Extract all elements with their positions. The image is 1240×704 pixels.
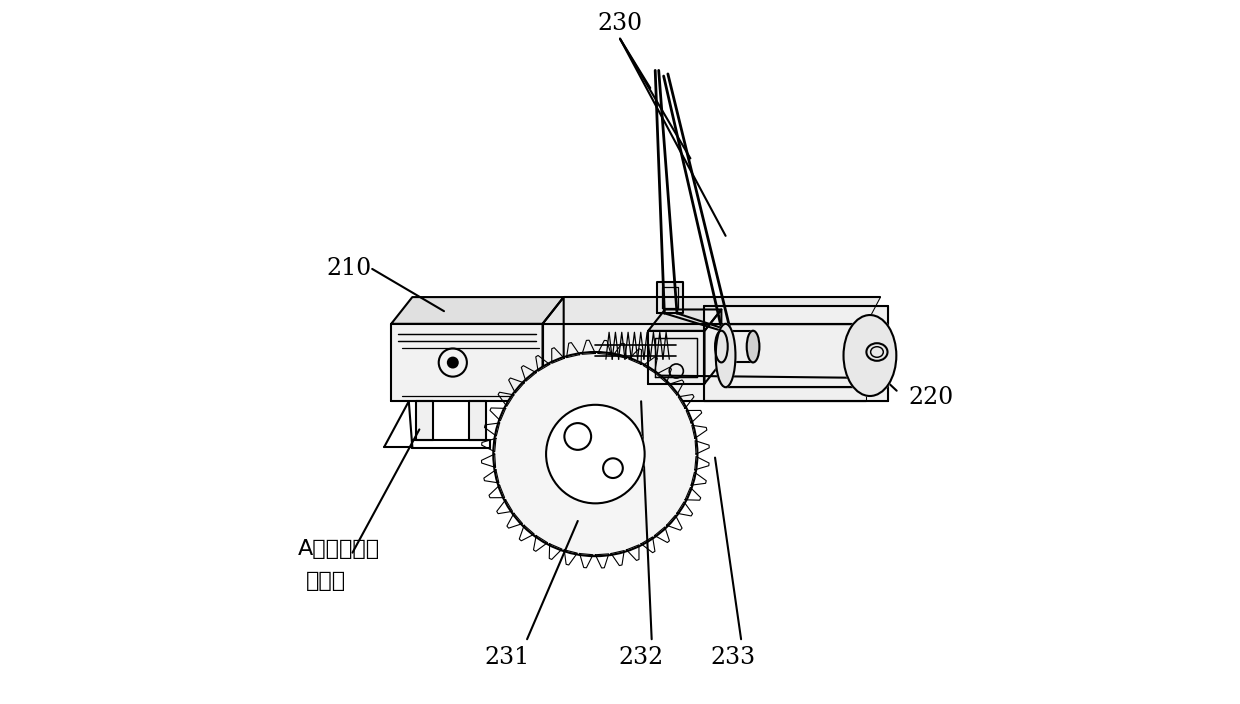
Text: 232: 232 (619, 646, 663, 669)
Circle shape (448, 358, 458, 367)
Polygon shape (543, 297, 880, 324)
Polygon shape (543, 297, 564, 401)
Polygon shape (415, 401, 434, 440)
Text: 231: 231 (485, 646, 529, 669)
Polygon shape (657, 282, 683, 313)
Text: 230: 230 (598, 12, 642, 35)
Text: 传感器: 传感器 (306, 571, 346, 591)
Circle shape (494, 352, 697, 556)
Polygon shape (543, 324, 867, 401)
Polygon shape (391, 324, 543, 401)
Polygon shape (649, 331, 704, 384)
Polygon shape (391, 297, 564, 324)
Text: 233: 233 (711, 646, 755, 669)
Polygon shape (704, 310, 722, 384)
Text: 220: 220 (909, 386, 954, 409)
Ellipse shape (843, 315, 897, 396)
Circle shape (546, 405, 645, 503)
Ellipse shape (715, 331, 728, 363)
Polygon shape (722, 331, 753, 363)
Polygon shape (649, 310, 722, 331)
Ellipse shape (715, 324, 735, 387)
Polygon shape (469, 401, 486, 440)
Text: 210: 210 (326, 258, 372, 280)
Polygon shape (725, 324, 870, 387)
Polygon shape (704, 306, 888, 401)
Text: A向操纵压力: A向操纵压力 (298, 539, 379, 559)
Ellipse shape (746, 331, 759, 363)
